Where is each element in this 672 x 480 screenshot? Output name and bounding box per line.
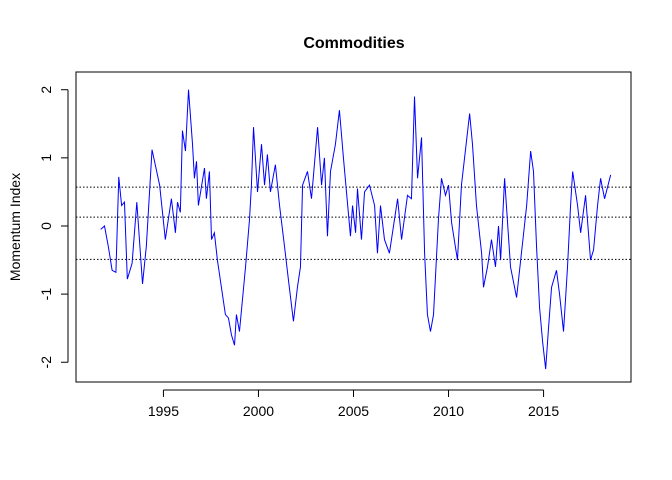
x-tick-label: 2010 xyxy=(433,403,464,419)
data-line xyxy=(100,89,612,370)
y-tick-label: -1 xyxy=(38,288,54,301)
x-tick-label: 2005 xyxy=(338,403,369,419)
y-tick-label: 1 xyxy=(38,154,54,162)
x-tick-label: 1995 xyxy=(148,403,179,419)
x-tick-label: 2000 xyxy=(243,403,274,419)
plot-box xyxy=(75,71,632,383)
y-tick-label: 2 xyxy=(38,86,54,94)
chart-title: Commodities xyxy=(303,35,404,52)
y-axis-label: Momentum Index xyxy=(7,173,23,281)
x-tick-label: 2015 xyxy=(528,403,559,419)
y-tick-label: -2 xyxy=(38,356,54,369)
y-tick-label: 0 xyxy=(38,222,54,230)
